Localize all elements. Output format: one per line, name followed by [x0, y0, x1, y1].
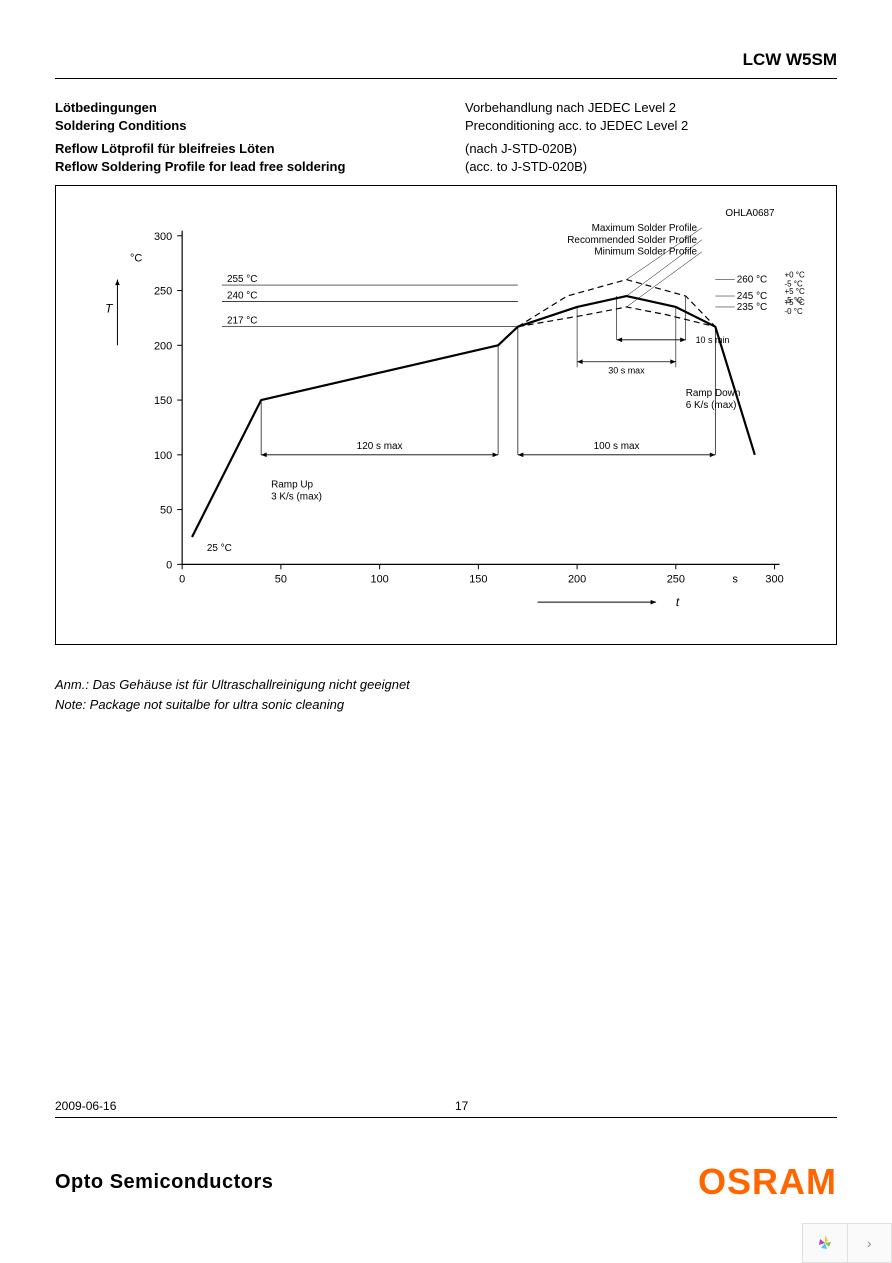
- svg-text:100 s max: 100 s max: [594, 441, 640, 452]
- brand-logo: OSRAM: [698, 1161, 837, 1203]
- svg-text:25 °C: 25 °C: [207, 543, 232, 554]
- svg-text:300: 300: [765, 573, 783, 585]
- svg-text:200: 200: [568, 573, 586, 585]
- svg-text:-0 °C: -0 °C: [785, 307, 803, 316]
- svg-text:150: 150: [154, 395, 172, 407]
- svg-text:150: 150: [469, 573, 487, 585]
- footer-meta: 2009-06-16 17: [55, 1099, 837, 1113]
- svg-text:3 K/s (max): 3 K/s (max): [271, 492, 322, 503]
- svg-text:50: 50: [160, 505, 172, 517]
- note-de: Anm.: Das Gehäuse ist für Ultraschallrei…: [55, 675, 837, 695]
- svg-text:s: s: [732, 573, 738, 585]
- svg-text:240 °C: 240 °C: [227, 291, 257, 302]
- svg-text:°C: °C: [130, 253, 142, 265]
- info-value: (nach J-STD-020B): [465, 140, 837, 158]
- nav-thumbnail-icon[interactable]: [803, 1224, 847, 1262]
- svg-text:t: t: [676, 595, 680, 609]
- svg-text:Maximum Solder Profile: Maximum Solder Profile: [592, 223, 698, 234]
- reflow-chart: OHLA0687 0 50 100 150 200 250 300 °C T 0 50 100 150 20…: [55, 185, 837, 645]
- svg-text:+5 °C: +5 °C: [785, 298, 805, 307]
- svg-text:250: 250: [154, 286, 172, 298]
- svg-text:235 °C: 235 °C: [737, 302, 768, 313]
- info-label: Soldering Conditions: [55, 117, 465, 135]
- footer-date: 2009-06-16: [55, 1099, 455, 1113]
- info-value: Vorbehandlung nach JEDEC Level 2: [465, 99, 837, 117]
- svg-text:100: 100: [154, 450, 172, 462]
- footer-page: 17: [455, 1099, 468, 1113]
- svg-text:217 °C: 217 °C: [227, 316, 257, 327]
- svg-text:T: T: [105, 302, 113, 316]
- svg-text:250: 250: [667, 573, 685, 585]
- svg-text:0: 0: [166, 560, 172, 572]
- svg-text:OHLA0687: OHLA0687: [725, 208, 775, 219]
- nav-next-icon[interactable]: ›: [847, 1224, 892, 1262]
- division-name: Opto Semiconductors: [55, 1171, 273, 1194]
- svg-text:Ramp Up: Ramp Up: [271, 480, 313, 491]
- svg-text:120 s max: 120 s max: [357, 441, 403, 452]
- svg-text:+5 °C: +5 °C: [785, 287, 805, 296]
- page-nav-widget: ›: [802, 1223, 892, 1263]
- info-value: (acc. to J-STD-020B): [465, 158, 837, 176]
- footer-rule: [55, 1117, 837, 1118]
- svg-text:300: 300: [154, 231, 172, 243]
- svg-text:Ramp Down: Ramp Down: [686, 388, 741, 399]
- svg-text:6 K/s (max): 6 K/s (max): [686, 400, 737, 411]
- svg-text:100: 100: [370, 573, 388, 585]
- product-code: LCW W5SM: [55, 50, 837, 70]
- footer-brand: Opto Semiconductors OSRAM: [55, 1161, 837, 1203]
- svg-text:0: 0: [179, 573, 185, 585]
- info-label: Lötbedingungen: [55, 99, 465, 117]
- svg-text:260 °C: 260 °C: [737, 275, 768, 286]
- svg-text:245 °C: 245 °C: [737, 291, 768, 302]
- info-label: Reflow Soldering Profile for lead free s…: [55, 158, 465, 176]
- info-label: Reflow Lötprofil für bleifreies Löten: [55, 140, 465, 158]
- info-block: Lötbedingungen Vorbehandlung nach JEDEC …: [55, 99, 837, 175]
- notes-block: Anm.: Das Gehäuse ist für Ultraschallrei…: [55, 675, 837, 714]
- svg-text:30 s max: 30 s max: [608, 366, 645, 376]
- note-en: Note: Package not suitalbe for ultra son…: [55, 695, 837, 715]
- svg-text:+0 °C: +0 °C: [785, 271, 805, 280]
- svg-text:10 s min: 10 s min: [696, 335, 730, 345]
- header-rule: [55, 78, 837, 79]
- svg-text:200: 200: [154, 340, 172, 352]
- svg-text:Minimum Solder Profile: Minimum Solder Profile: [594, 247, 697, 258]
- svg-text:255 °C: 255 °C: [227, 274, 257, 285]
- svg-text:50: 50: [275, 573, 287, 585]
- info-value: Preconditioning acc. to JEDEC Level 2: [465, 117, 837, 135]
